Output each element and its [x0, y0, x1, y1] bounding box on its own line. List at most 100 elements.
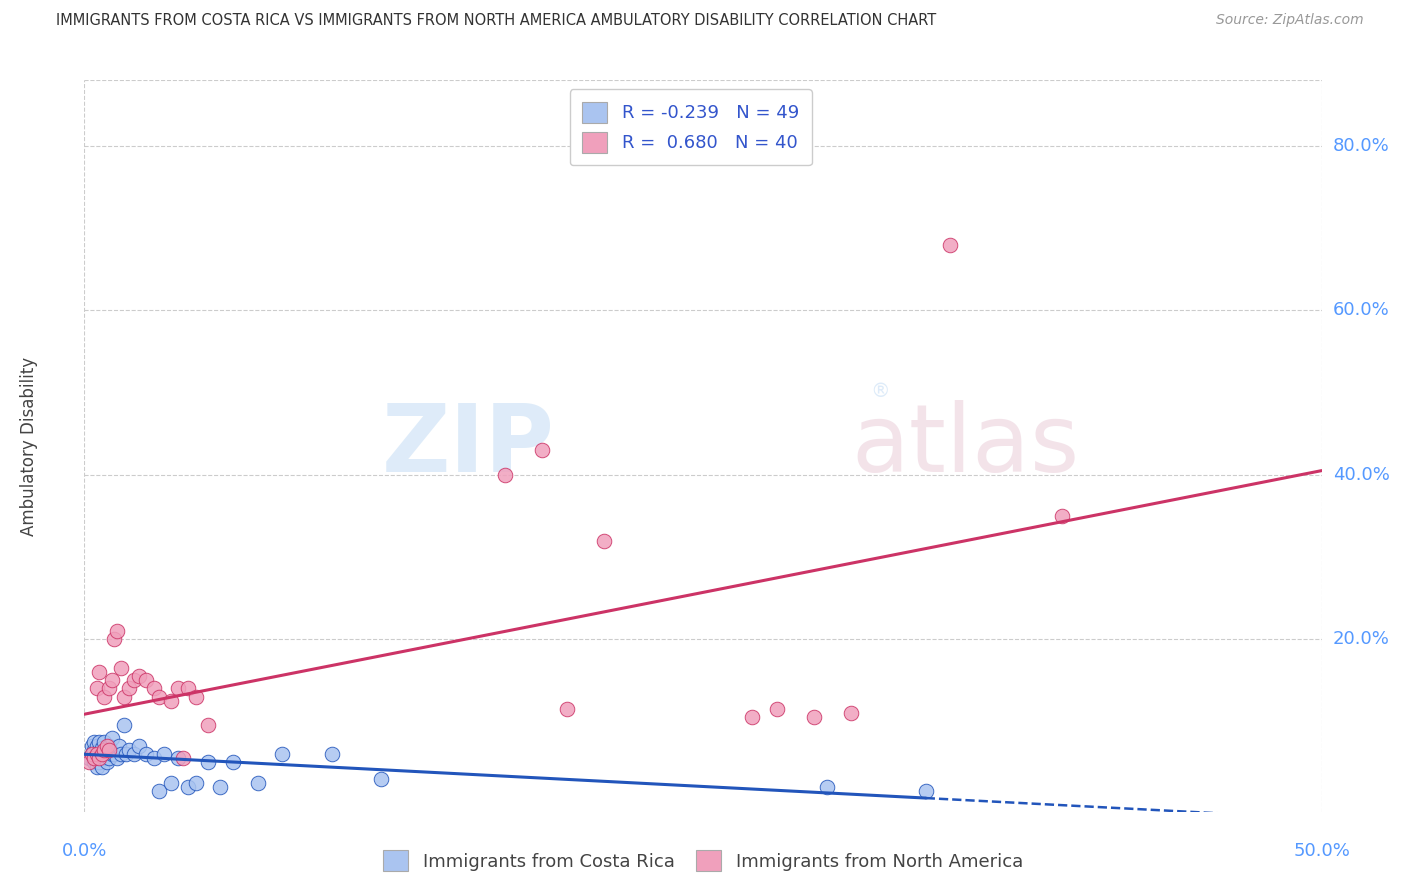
Point	[96, 739, 118, 753]
Point	[152, 747, 174, 762]
Point	[321, 747, 343, 762]
Point	[98, 743, 121, 757]
Text: 20.0%: 20.0%	[1333, 630, 1389, 648]
Point	[83, 756, 105, 770]
Point	[803, 710, 825, 724]
Point	[118, 743, 141, 757]
Point	[100, 747, 122, 762]
Text: ®: ®	[870, 382, 890, 401]
Point	[103, 632, 125, 647]
Point	[90, 759, 112, 773]
Point	[79, 756, 101, 770]
Point	[531, 443, 554, 458]
Point	[128, 669, 150, 683]
Point	[89, 743, 111, 757]
Point	[209, 780, 232, 794]
Point	[83, 751, 105, 765]
Point	[939, 237, 962, 252]
Point	[115, 747, 138, 762]
Point	[122, 673, 145, 688]
Point	[142, 751, 165, 765]
Point	[184, 690, 207, 704]
Point	[86, 759, 108, 773]
Point	[370, 772, 392, 786]
Point	[80, 747, 103, 762]
Point	[110, 747, 132, 762]
Point	[100, 673, 122, 688]
Text: atlas: atlas	[852, 400, 1080, 492]
Legend: R = -0.239   N = 49, R =  0.680   N = 40: R = -0.239 N = 49, R = 0.680 N = 40	[569, 89, 811, 165]
Text: 0.0%: 0.0%	[62, 842, 107, 860]
Point	[105, 624, 128, 638]
Text: IMMIGRANTS FROM COSTA RICA VS IMMIGRANTS FROM NORTH AMERICA AMBULATORY DISABILIT: IMMIGRANTS FROM COSTA RICA VS IMMIGRANTS…	[56, 13, 936, 29]
Point	[177, 681, 200, 696]
Point	[90, 748, 112, 763]
Point	[593, 533, 616, 548]
Point	[105, 751, 128, 765]
Point	[160, 776, 183, 790]
Point	[246, 776, 269, 790]
Point	[494, 467, 516, 482]
Point	[98, 751, 121, 765]
Point	[128, 739, 150, 753]
Point	[103, 747, 125, 762]
Point	[89, 665, 111, 679]
Point	[80, 739, 103, 753]
Text: ZIP: ZIP	[381, 400, 554, 492]
Point	[86, 747, 108, 762]
Point	[135, 747, 157, 762]
Point	[83, 743, 105, 757]
Point	[555, 702, 578, 716]
Text: 60.0%: 60.0%	[1333, 301, 1389, 319]
Point	[766, 702, 789, 716]
Point	[271, 747, 294, 762]
Point	[93, 735, 115, 749]
Point	[148, 690, 170, 704]
Point	[90, 747, 112, 762]
Point	[122, 747, 145, 762]
Point	[79, 751, 101, 765]
Point	[96, 756, 118, 770]
Legend: Immigrants from Costa Rica, Immigrants from North America: Immigrants from Costa Rica, Immigrants f…	[375, 843, 1031, 879]
Point	[135, 673, 157, 688]
Point	[108, 739, 131, 753]
Text: 40.0%: 40.0%	[1333, 466, 1389, 483]
Point	[222, 756, 245, 770]
Text: 80.0%: 80.0%	[1333, 137, 1389, 155]
Point	[110, 661, 132, 675]
Text: Source: ZipAtlas.com: Source: ZipAtlas.com	[1216, 13, 1364, 28]
Point	[80, 747, 103, 762]
Point	[89, 735, 111, 749]
Point	[142, 681, 165, 696]
Point	[177, 780, 200, 794]
Point	[89, 751, 111, 765]
Point	[93, 690, 115, 704]
Point	[172, 751, 194, 765]
Point	[86, 681, 108, 696]
Point	[841, 706, 863, 720]
Point	[98, 739, 121, 753]
Point	[148, 784, 170, 798]
Text: 50.0%: 50.0%	[1294, 842, 1350, 860]
Point	[160, 694, 183, 708]
Point	[167, 681, 190, 696]
Point	[83, 735, 105, 749]
Point	[1050, 508, 1073, 523]
Point	[89, 756, 111, 770]
Point	[184, 776, 207, 790]
Point	[93, 751, 115, 765]
Point	[197, 718, 219, 732]
Point	[86, 739, 108, 753]
Point	[167, 751, 190, 765]
Point	[112, 718, 135, 732]
Point	[914, 784, 936, 798]
Point	[815, 780, 838, 794]
Point	[90, 740, 112, 755]
Text: Ambulatory Disability: Ambulatory Disability	[20, 357, 38, 535]
Point	[100, 731, 122, 745]
Point	[93, 743, 115, 757]
Point	[98, 681, 121, 696]
Point	[741, 710, 763, 724]
Point	[96, 743, 118, 757]
Point	[118, 681, 141, 696]
